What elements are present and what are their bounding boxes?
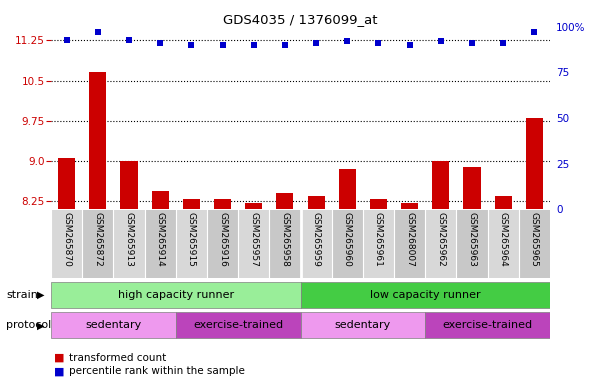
Text: GSM265960: GSM265960: [343, 212, 352, 267]
Bar: [401, 203, 418, 209]
Text: ▶: ▶: [37, 290, 44, 300]
Text: GSM265958: GSM265958: [281, 212, 290, 267]
Text: GSM265961: GSM265961: [374, 212, 383, 267]
Bar: [426, 313, 550, 338]
Text: ■: ■: [54, 366, 64, 376]
Text: exercise-trained: exercise-trained: [442, 320, 532, 331]
Text: sedentary: sedentary: [85, 320, 142, 331]
Bar: [463, 167, 481, 209]
Bar: [183, 199, 200, 209]
Bar: [519, 210, 550, 278]
Bar: [456, 210, 487, 278]
Bar: [207, 210, 238, 278]
Text: GSM268007: GSM268007: [405, 212, 414, 267]
Bar: [432, 161, 450, 209]
Bar: [176, 210, 207, 278]
Text: GSM265963: GSM265963: [468, 212, 477, 267]
Text: ▶: ▶: [37, 320, 44, 331]
Text: GSM265957: GSM265957: [249, 212, 258, 267]
Bar: [58, 158, 75, 209]
Text: high capacity runner: high capacity runner: [118, 290, 234, 300]
Text: GSM265959: GSM265959: [311, 212, 320, 267]
Bar: [51, 282, 300, 308]
Bar: [269, 210, 300, 278]
Bar: [487, 210, 519, 278]
Bar: [151, 190, 169, 209]
Bar: [238, 210, 269, 278]
Bar: [51, 313, 176, 338]
Bar: [300, 282, 550, 308]
Text: transformed count: transformed count: [69, 353, 166, 363]
Bar: [145, 210, 176, 278]
Bar: [426, 210, 456, 278]
Text: percentile rank within the sample: percentile rank within the sample: [69, 366, 245, 376]
Text: protocol: protocol: [6, 320, 51, 331]
Text: GSM265965: GSM265965: [530, 212, 539, 267]
Bar: [300, 210, 332, 278]
Bar: [339, 169, 356, 209]
Bar: [51, 210, 82, 278]
Text: sedentary: sedentary: [335, 320, 391, 331]
Bar: [214, 199, 231, 209]
Bar: [300, 313, 426, 338]
Bar: [276, 193, 293, 209]
Bar: [114, 210, 145, 278]
Bar: [308, 196, 325, 209]
Text: GSM265870: GSM265870: [62, 212, 71, 267]
Bar: [176, 313, 300, 338]
Text: ■: ■: [54, 353, 64, 363]
Text: GSM265964: GSM265964: [499, 212, 508, 267]
Text: GSM265913: GSM265913: [124, 212, 133, 267]
Text: GSM265915: GSM265915: [187, 212, 196, 267]
Text: exercise-trained: exercise-trained: [193, 320, 283, 331]
Text: GSM265916: GSM265916: [218, 212, 227, 267]
Bar: [394, 210, 426, 278]
Text: GSM265872: GSM265872: [93, 212, 102, 267]
Bar: [332, 210, 363, 278]
Text: GSM265914: GSM265914: [156, 212, 165, 267]
Text: low capacity runner: low capacity runner: [370, 290, 481, 300]
Text: strain: strain: [6, 290, 38, 300]
Bar: [526, 118, 543, 209]
Text: GSM265962: GSM265962: [436, 212, 445, 267]
Title: GDS4035 / 1376099_at: GDS4035 / 1376099_at: [223, 13, 378, 26]
Bar: [363, 210, 394, 278]
Bar: [245, 203, 262, 209]
Bar: [90, 73, 106, 209]
Bar: [120, 161, 138, 209]
Bar: [82, 210, 114, 278]
Bar: [495, 196, 511, 209]
Bar: [370, 199, 387, 209]
